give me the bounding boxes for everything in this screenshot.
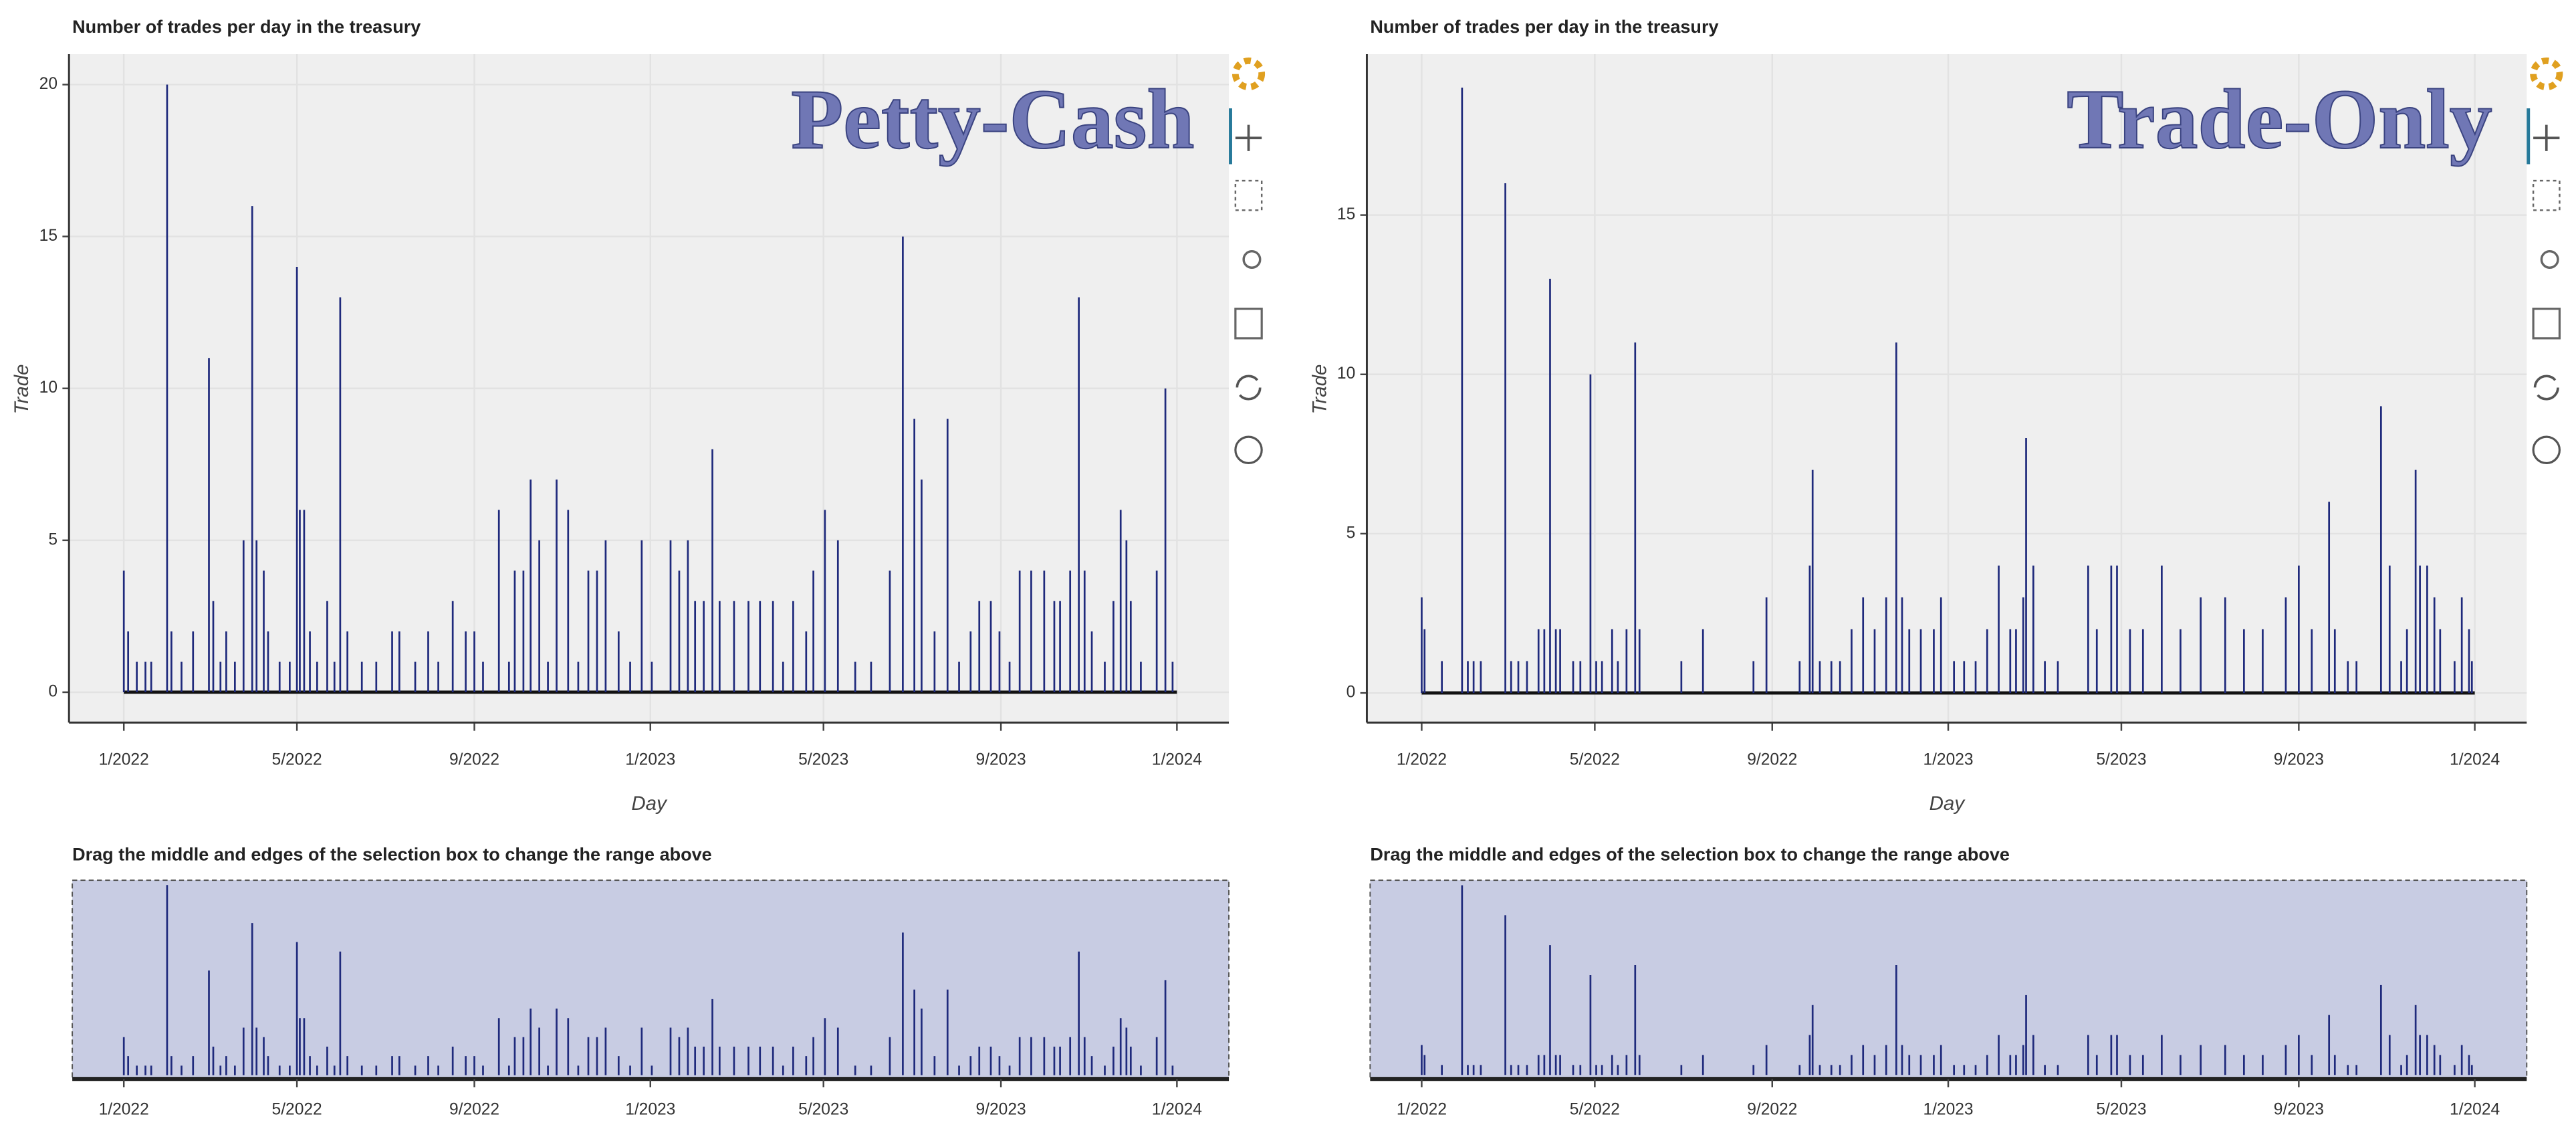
- range-title: Drag the middle and edges of the selecti…: [72, 844, 712, 864]
- x-tick-label: 9/2023: [2274, 1100, 2324, 1118]
- x-tick-label: 5/2023: [798, 1100, 848, 1118]
- x-tick-label: 9/2022: [449, 750, 499, 768]
- x-tick-label: 9/2022: [1747, 750, 1797, 768]
- tool-help[interactable]: [1234, 435, 1263, 465]
- plot-area: [1367, 54, 2527, 723]
- x-tick-label: 9/2022: [1747, 1100, 1797, 1118]
- tool-box-zoom[interactable]: [2532, 179, 2561, 211]
- x-tick-label: 1/2024: [1152, 1100, 1202, 1118]
- y-tick-label: 0: [1346, 684, 1356, 702]
- x-tick-label: 1/2023: [1923, 750, 1973, 768]
- chart-title: Number of trades per day in the treasury: [1370, 17, 1718, 37]
- x-tick-label: 1/2024: [2450, 750, 2500, 768]
- tool-reset[interactable]: [2533, 375, 2559, 401]
- x-tick-label: 1/2022: [1397, 750, 1447, 768]
- x-tick-label: 1/2024: [1152, 750, 1202, 768]
- tool-wheel-zoom[interactable]: [1242, 249, 1262, 269]
- watermark: Trade-Only: [2067, 72, 2492, 167]
- x-tick-label: 9/2023: [976, 750, 1026, 768]
- chart-title: Number of trades per day in the treasury: [72, 17, 421, 37]
- y-tick-label: 5: [48, 530, 57, 548]
- y-tick-label: 10: [39, 379, 57, 397]
- tool-save[interactable]: [2532, 308, 2561, 340]
- tool-logo[interactable]: [1232, 57, 1266, 91]
- y-tick-label: 10: [1337, 365, 1355, 383]
- tool-wheel-zoom[interactable]: [2540, 249, 2559, 269]
- x-tick-label: 5/2022: [272, 750, 322, 768]
- tool-pan[interactable]: [1235, 124, 1262, 151]
- x-tick-label: 9/2023: [976, 1100, 1026, 1118]
- range-title: Drag the middle and edges of the selecti…: [1370, 844, 2010, 864]
- x-tick-label: 1/2023: [625, 1100, 675, 1118]
- x-tick-label: 5/2023: [2096, 750, 2146, 768]
- y-tick-label: 0: [48, 682, 57, 700]
- x-tick-label: 5/2023: [2096, 1100, 2146, 1118]
- x-tick-label: 9/2023: [2274, 750, 2324, 768]
- x-tick-label: 5/2022: [1570, 1100, 1620, 1118]
- x-tick-label: 1/2023: [1923, 1100, 1973, 1118]
- x-axis-label: Day: [631, 793, 668, 815]
- tool-logo[interactable]: [2530, 57, 2563, 91]
- x-tick-label: 1/2022: [99, 1100, 149, 1118]
- tool-pan[interactable]: [2533, 124, 2560, 151]
- x-tick-label: 1/2022: [99, 750, 149, 768]
- selection-box[interactable]: [1369, 879, 2528, 1080]
- watermark: Petty-Cash: [791, 72, 1194, 167]
- y-tick-label: 20: [39, 75, 57, 93]
- x-tick-label: 5/2022: [272, 1100, 322, 1118]
- tool-box-zoom[interactable]: [1234, 179, 1263, 211]
- x-tick-label: 1/2022: [1397, 1100, 1447, 1118]
- y-tick-label: 15: [39, 227, 57, 245]
- x-tick-label: 1/2023: [625, 750, 675, 768]
- x-tick-label: 9/2022: [449, 1100, 499, 1118]
- x-tick-label: 1/2024: [2450, 1100, 2500, 1118]
- y-tick-label: 5: [1346, 524, 1356, 542]
- y-axis-label: Trade: [1308, 365, 1330, 415]
- tool-help[interactable]: [2532, 435, 2561, 465]
- x-axis-label: Day: [1929, 793, 1966, 815]
- tool-save[interactable]: [1234, 308, 1263, 340]
- selection-box[interactable]: [72, 879, 1230, 1080]
- x-tick-label: 5/2022: [1570, 750, 1620, 768]
- y-tick-label: 15: [1337, 205, 1355, 223]
- tool-reset[interactable]: [1236, 375, 1262, 401]
- x-tick-label: 5/2023: [798, 750, 848, 768]
- y-axis-label: Trade: [11, 365, 33, 415]
